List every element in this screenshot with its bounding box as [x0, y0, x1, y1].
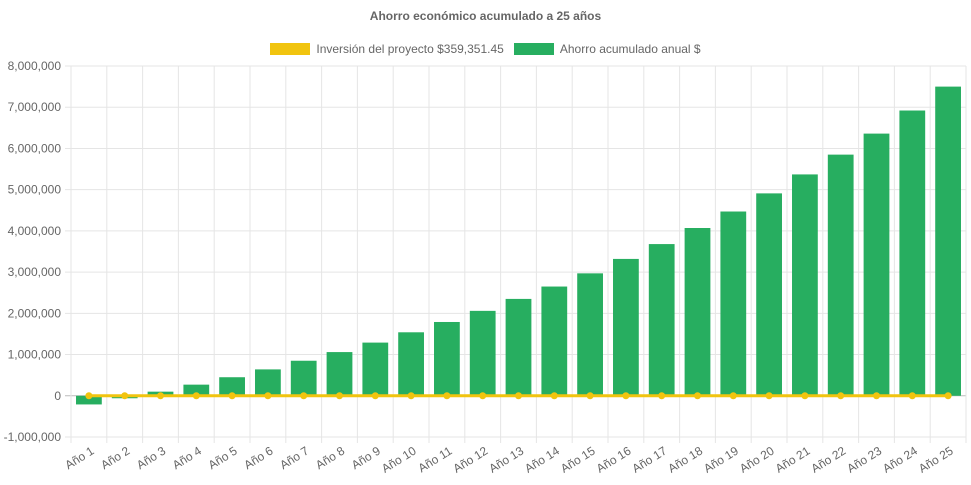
chart-title: Ahorro económico acumulado a 25 años [369, 9, 602, 23]
bar [827, 154, 854, 396]
bar [505, 298, 532, 396]
y-tick-label: 6,000,000 [8, 141, 62, 155]
bar [326, 352, 353, 396]
x-tick-label: Año 8 [313, 443, 347, 472]
y-tick-label: 1,000,000 [8, 348, 62, 362]
bar [219, 377, 245, 396]
investment-point [908, 392, 916, 400]
x-tick-label: Año 21 [773, 444, 813, 476]
investment-point [407, 392, 415, 400]
bar [362, 342, 389, 396]
x-tick-label: Año 14 [522, 444, 562, 476]
x-tick-label: Año 6 [241, 443, 275, 472]
bar [469, 310, 496, 396]
bar [792, 174, 818, 396]
bar [756, 193, 782, 396]
investment-point [586, 392, 594, 400]
investment-point [264, 392, 272, 400]
x-tick-label: Año 20 [737, 444, 777, 476]
investment-point [658, 392, 666, 400]
investment-point [192, 392, 200, 400]
x-tick-label: Año 5 [206, 443, 240, 472]
bar [183, 384, 210, 396]
x-tick-label: Año 25 [916, 444, 956, 476]
bar [720, 211, 747, 396]
investment-point [157, 392, 164, 400]
x-tick-label: Año 22 [809, 444, 849, 476]
x-tick-label: Año 17 [630, 444, 670, 476]
investment-point [694, 392, 701, 400]
bar [255, 369, 281, 396]
x-tick-label: Año 12 [451, 444, 491, 476]
investment-point [765, 392, 773, 400]
x-tick-label: Año 19 [701, 444, 741, 476]
bar [648, 244, 675, 396]
x-tick-label: Año 13 [486, 444, 526, 476]
y-tick-label: 4,000,000 [8, 224, 62, 238]
y-tick-label: -1,000,000 [4, 430, 62, 444]
investment-point [622, 392, 630, 400]
x-tick-label: Año 9 [349, 443, 383, 472]
investment-point [837, 392, 845, 400]
bar [899, 110, 926, 396]
investment-point [801, 392, 809, 400]
bar [935, 86, 961, 396]
y-tick-label: 8,000,000 [8, 59, 62, 73]
x-tick-label: Año 23 [844, 444, 884, 476]
x-tick-label: Año 4 [170, 443, 204, 472]
investment-point [228, 392, 236, 400]
investment-point [515, 392, 522, 400]
investment-point [944, 392, 952, 400]
x-tick-label: Año 10 [379, 444, 419, 476]
investment-point [121, 392, 129, 400]
investment-point [371, 392, 379, 400]
investment-point [443, 392, 451, 400]
legend-swatch-investment [270, 43, 311, 55]
bar [684, 228, 711, 396]
x-tick-label: Año 16 [594, 444, 634, 476]
legend-swatch-savings [513, 43, 554, 55]
investment-point [729, 392, 737, 400]
x-tick-label: Año 15 [558, 444, 598, 476]
investment-point [479, 392, 487, 400]
investment-point [336, 392, 343, 400]
investment-point [550, 392, 558, 400]
bar [577, 273, 603, 396]
investment-point [873, 392, 880, 400]
legend-label-investment: Inversión del proyecto $359,351.45 [316, 42, 504, 56]
bar [863, 133, 890, 396]
investment-point [85, 392, 93, 400]
bar [76, 395, 102, 405]
y-tick-label: 2,000,000 [8, 306, 62, 320]
legend-item-investment[interactable]: Inversión del proyecto $359,351.45 [270, 42, 504, 56]
bar [290, 360, 317, 396]
bar [398, 332, 424, 396]
y-tick-label: 5,000,000 [8, 183, 62, 197]
legend-item-savings[interactable]: Ahorro acumulado anual $ [513, 42, 701, 56]
x-tick-label: Año 7 [277, 443, 311, 472]
y-tick-label: 0 [54, 389, 61, 403]
investment-point [300, 392, 308, 400]
bar [613, 258, 639, 396]
chart-legend: Inversión del proyecto $359,351.45 Ahorr… [0, 42, 971, 56]
y-tick-label: 7,000,000 [8, 100, 62, 114]
legend-label-savings: Ahorro acumulado anual $ [559, 42, 701, 56]
bar [541, 286, 568, 396]
x-tick-label: Año 2 [98, 443, 132, 472]
y-tick-label: 3,000,000 [8, 265, 62, 279]
bar [434, 321, 460, 396]
x-tick-label: Año 3 [134, 443, 168, 472]
x-tick-label: Año 1 [62, 443, 96, 472]
x-tick-label: Año 24 [880, 444, 920, 476]
x-tick-label: Año 18 [665, 444, 705, 476]
x-tick-label: Año 11 [416, 444, 455, 476]
